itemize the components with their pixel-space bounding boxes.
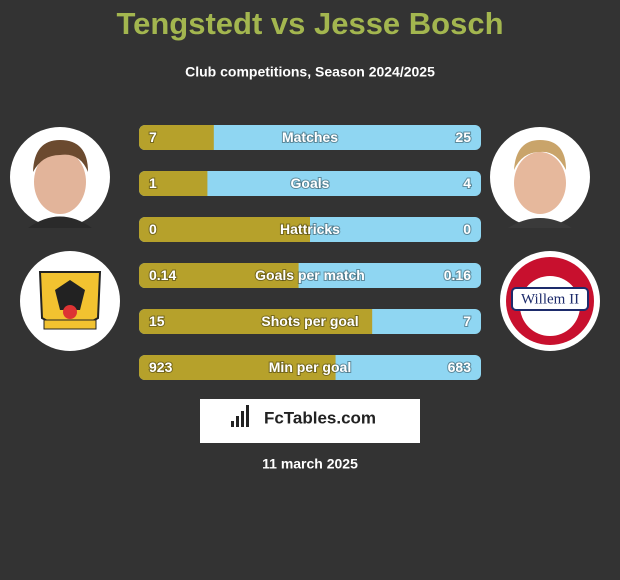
left-value: 923 [149,359,173,375]
stat-rows: 7 Matches 25 1 Goals 4 0 Hattricks 0 0.14 Goals pe… [139,125,481,380]
bar-left [139,309,373,334]
stat-label: Matches [282,129,338,145]
stat-label: Goals per match [255,267,365,283]
brand-icon [231,405,249,427]
date: 11 march 2025 [262,456,358,472]
bar-left [139,217,310,242]
player-left-photo [10,127,110,228]
right-value: 25 [455,129,471,145]
club-right-logo: Willem II [500,251,600,351]
right-value: 4 [463,175,471,191]
left-value: 0.14 [149,267,176,283]
right-value: 7 [463,313,471,329]
stat-label: Min per goal [269,359,351,375]
club-left-logo [20,251,120,351]
stat-label: Hattricks [280,221,340,237]
bar-left [139,355,336,380]
player-right-photo [490,127,590,228]
bar-left [139,171,208,196]
left-value: 15 [149,313,165,329]
subtitle: Club competitions, Season 2024/2025 [185,64,435,80]
left-value: 0 [149,221,157,237]
right-value: 0 [463,221,471,237]
stat-label: Goals [291,175,330,191]
left-value: 7 [149,129,157,145]
right-value: 0.16 [444,267,471,283]
stat-label: Shots per goal [261,313,358,329]
svg-text:Willem II: Willem II [521,291,579,307]
right-value: 683 [448,359,472,375]
left-value: 1 [149,175,157,191]
bar-left [139,125,214,150]
bar-track [139,171,481,196]
title: Tengstedt vs Jesse Bosch [116,6,503,41]
bar-track [139,125,481,150]
brand: FcTables.com [264,408,376,427]
bar-left [139,263,299,288]
